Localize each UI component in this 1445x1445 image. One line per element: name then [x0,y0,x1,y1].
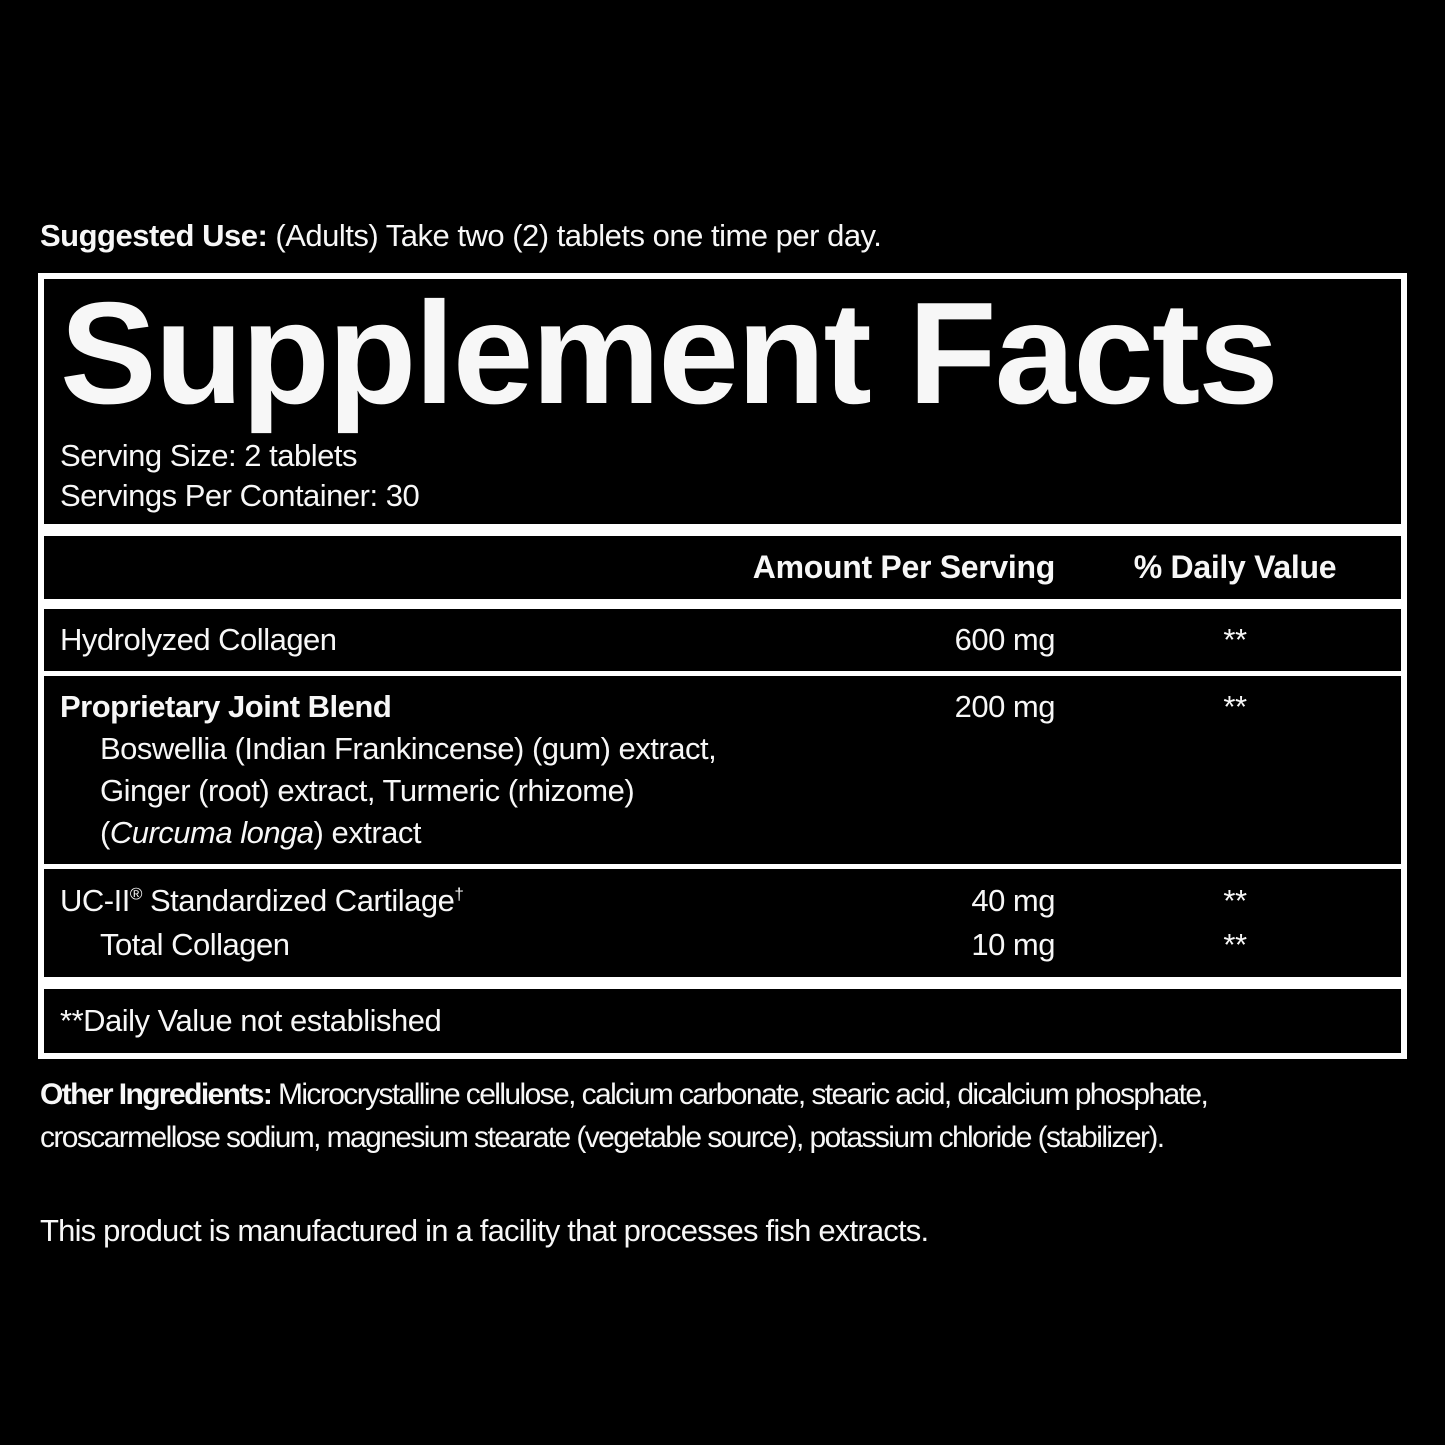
daily-value-footnote: **Daily Value not established [60,1003,442,1038]
serving-info: Serving Size: 2 tablets Servings Per Con… [60,436,1385,516]
botanical-name: Curcuma longa [109,815,314,850]
sub-ingredient-amount: 10 mg [971,927,1055,962]
row-line: Proprietary Joint Blend 200 mg ** [60,686,1385,728]
blend-component-line: (Curcuma longa) extract [60,812,1385,854]
ingredient-row-hydrolyzed-collagen: Hydrolyzed Collagen 600 mg ** [44,609,1401,676]
row-line: Total Collagen 10 mg ** [60,923,1385,967]
serving-size: Serving Size: 2 tablets [60,438,357,473]
row-line: Hydrolyzed Collagen 600 mg ** [60,619,1385,661]
facts-column-header-row: Amount Per Serving % Daily Value [44,536,1401,609]
panel-title: Supplement Facts [60,272,1279,434]
ingredient-amount: 40 mg [971,883,1055,918]
manufacturing-note: This product is manufactured in a facili… [40,1213,929,1248]
suggested-use-line: Suggested Use: (Adults) Take two (2) tab… [40,216,1407,256]
other-ingredients-paragraph: Other Ingredients: Microcrystalline cell… [40,1073,1407,1159]
other-ingredients-text: Microcrystalline cellulose, calcium carb… [40,1078,1209,1154]
suggested-use-text: (Adults) Take two (2) tablets one time p… [267,218,882,253]
amount-per-serving-header: Amount Per Serving [752,549,1056,585]
ingredient-name: Hydrolyzed Collagen [60,622,337,657]
row-line: UC-II® Standardized Cartilage† 40 mg ** [60,879,1385,923]
suggested-use-label: Suggested Use: [40,218,268,253]
ucii-name: UC-II [60,883,130,918]
label-page: Suggested Use: (Adults) Take two (2) tab… [38,216,1407,1248]
ingredient-row-proprietary-joint-blend: Proprietary Joint Blend 200 mg ** Boswel… [44,676,1401,869]
ingredient-amount: 600 mg [954,622,1056,657]
dagger-mark: † [454,884,464,904]
panel-header-section: Supplement Facts Serving Size: 2 tablets… [44,279,1401,536]
paren-close: ) extract [313,815,422,850]
blend-component-line: Ginger (root) extract, Turmeric (rhizome… [100,773,635,808]
ingredient-daily-value: ** [1223,689,1247,724]
other-ingredients-label: Other Ingredients: [40,1078,273,1111]
supplement-facts-panel: Supplement Facts Serving Size: 2 tablets… [38,273,1407,1059]
registered-mark: ® [129,884,143,904]
blend-component-line: Boswellia (Indian Frankincense) (gum) ex… [100,731,717,766]
ingredient-daily-value: ** [1223,622,1247,657]
sub-ingredient-daily-value: ** [1223,927,1247,962]
daily-value-header: % Daily Value [1133,549,1337,585]
ingredient-amount: 200 mg [954,689,1056,724]
ucii-name-rest: Standardized Cartilage [141,883,455,918]
paren-open: ( [100,815,110,850]
servings-per-container: Servings Per Container: 30 [60,478,420,513]
sub-ingredient-name: Total Collagen [100,927,290,962]
ingredient-name: UC-II® Standardized Cartilage† [60,879,855,923]
ingredient-name: Proprietary Joint Blend [60,689,392,724]
ingredient-row-ucii-cartilage: UC-II® Standardized Cartilage† 40 mg ** … [44,869,1401,989]
ingredient-daily-value: ** [1223,883,1247,918]
